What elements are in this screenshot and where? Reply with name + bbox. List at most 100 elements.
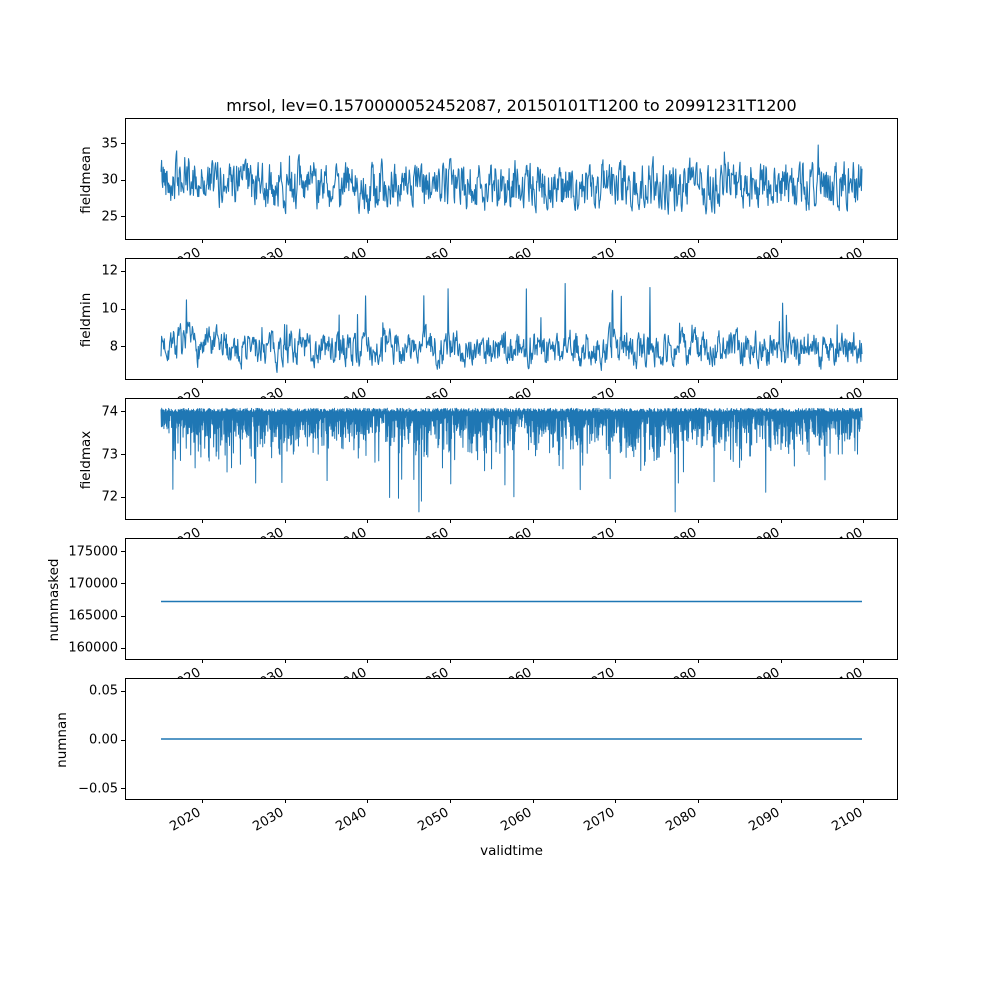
x-tick-mark	[698, 519, 700, 523]
x-tick-mark	[780, 519, 782, 523]
x-tick-mark	[863, 379, 865, 383]
y-tick-label: 8	[109, 339, 118, 355]
line-series-nummasked	[161, 600, 862, 603]
x-tick-mark	[201, 379, 203, 383]
line-series-fieldmean	[160, 144, 863, 215]
x-tick-mark	[367, 659, 369, 663]
x-tick-label: 2080	[663, 805, 701, 835]
y-tick-label: 30	[101, 172, 118, 188]
x-tick-mark	[698, 799, 700, 803]
y-tick-mark	[121, 690, 125, 692]
subplot-fieldmax: fieldmax 7273742020203020402050206020702…	[78, 398, 898, 555]
x-tick-mark	[449, 519, 451, 523]
y-tick-label: 25	[101, 209, 118, 225]
x-tick-mark	[863, 239, 865, 243]
y-tick-label: 12	[101, 263, 118, 279]
y-tick-mark	[121, 216, 125, 218]
x-tick-mark	[863, 659, 865, 663]
x-tick-mark	[367, 239, 369, 243]
x-axis-title: validtime	[480, 843, 543, 859]
x-tick-label: 2040	[333, 805, 370, 835]
x-tick-mark	[780, 379, 782, 383]
x-tick-mark	[449, 659, 451, 663]
subplot-numnan: numnan −0.05 0.00 0.05 2020 2030 2040 2050 2060…	[54, 678, 898, 835]
y-tick-mark	[121, 308, 125, 310]
y-tick-label: 0.00	[89, 732, 118, 748]
x-tick-label: 2100	[829, 805, 866, 835]
x-tick-mark	[615, 799, 617, 803]
x-tick-mark	[284, 799, 286, 803]
x-tick-mark	[615, 519, 617, 523]
x-tick-mark	[367, 379, 369, 383]
subplot-nummasked: nummasked 160000165000170000175000202020…	[46, 538, 898, 695]
x-tick-mark	[449, 379, 451, 383]
y-tick-label: −0.05	[78, 781, 118, 797]
x-tick-mark	[532, 379, 534, 383]
x-tick-mark	[780, 239, 782, 243]
y-tick-mark	[121, 788, 125, 790]
line-series-fieldmax	[160, 407, 863, 513]
x-tick-mark	[367, 799, 369, 803]
subplot-fieldmean: fieldmean 253035202020302040205020602070…	[78, 118, 898, 275]
line-series-numnan	[161, 738, 862, 740]
x-tick-mark	[698, 659, 700, 663]
x-tick-mark	[449, 799, 451, 803]
x-tick-mark	[698, 239, 700, 243]
y-tick-label: 0.05	[89, 683, 118, 699]
x-tick-label: 2070	[581, 805, 618, 835]
x-tick-mark	[532, 659, 534, 663]
x-tick-mark	[532, 239, 534, 243]
y-axis-label-nummasked: nummasked	[46, 558, 62, 642]
y-tick-label: 73	[101, 447, 118, 463]
y-tick-mark	[121, 454, 125, 456]
x-tick-mark	[201, 659, 203, 663]
x-tick-mark	[284, 519, 286, 523]
x-tick-mark	[532, 799, 534, 803]
x-tick-mark	[780, 799, 782, 803]
x-tick-label: 2060	[498, 805, 535, 835]
x-tick-mark	[284, 379, 286, 383]
x-tick-mark	[201, 519, 203, 523]
x-tick-mark	[780, 659, 782, 663]
y-tick-mark	[121, 411, 125, 413]
line-series-fieldmin	[160, 282, 863, 374]
y-tick-label: 175000	[68, 544, 118, 560]
y-tick-mark	[121, 270, 125, 272]
y-tick-label: 165000	[68, 608, 118, 624]
y-tick-mark	[121, 551, 125, 553]
y-tick-label: 35	[101, 136, 118, 152]
x-tick-mark	[201, 239, 203, 243]
x-tick-mark	[615, 239, 617, 243]
x-tick-mark	[532, 519, 534, 523]
x-tick-mark	[284, 239, 286, 243]
x-tick-mark	[615, 379, 617, 383]
x-tick-mark	[201, 799, 203, 803]
y-tick-label: 170000	[68, 576, 118, 592]
x-tick-mark	[449, 239, 451, 243]
y-tick-mark	[121, 647, 125, 649]
y-tick-mark	[121, 179, 125, 181]
y-tick-mark	[121, 583, 125, 585]
x-tick-label: 2050	[415, 805, 452, 835]
y-tick-mark	[121, 739, 125, 741]
subplot-fieldmin: fieldmin 8101220202030204020502060207020…	[78, 258, 898, 415]
y-tick-label: 10	[101, 301, 118, 317]
x-tick-label: 2020	[167, 805, 204, 835]
y-tick-mark	[121, 143, 125, 145]
y-tick-label: 74	[101, 404, 118, 420]
y-tick-mark	[121, 496, 125, 498]
x-tick-mark	[367, 519, 369, 523]
x-tick-mark	[284, 659, 286, 663]
x-tick-label: 2030	[250, 805, 287, 835]
x-tick-mark	[698, 379, 700, 383]
y-tick-mark	[121, 615, 125, 617]
x-tick-mark	[863, 799, 865, 803]
y-tick-mark	[121, 346, 125, 348]
x-tick-mark	[863, 519, 865, 523]
x-tick-label: 2090	[746, 805, 783, 835]
y-tick-label: 72	[101, 489, 118, 505]
x-tick-mark	[615, 659, 617, 663]
figure-title: mrsol, lev=0.1570000052452087, 20150101T…	[226, 96, 797, 115]
y-tick-label: 160000	[68, 640, 118, 656]
